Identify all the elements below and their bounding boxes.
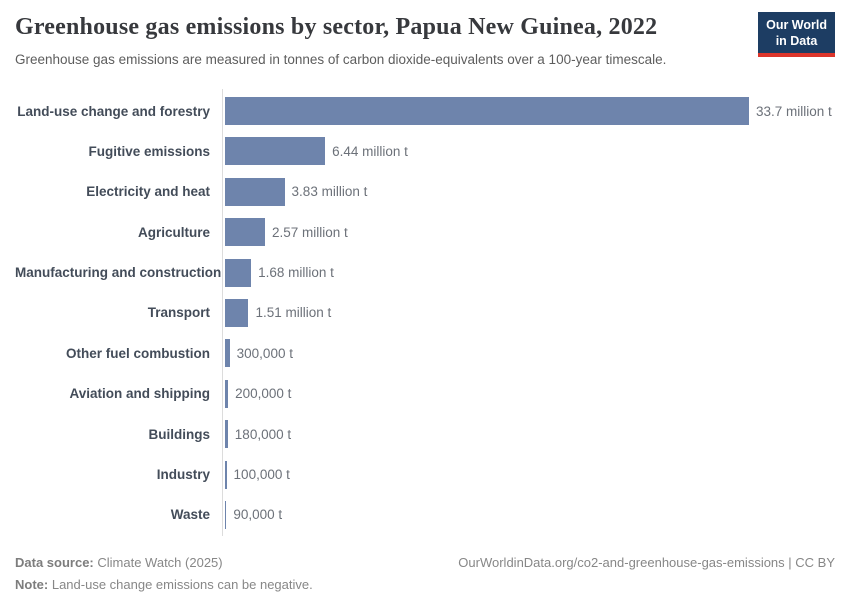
bar-area: 1.68 million t (216, 252, 835, 292)
bar[interactable] (225, 177, 285, 206)
chart-row: Land-use change and forestry 33.7 million… (15, 91, 835, 131)
bar[interactable] (225, 500, 227, 529)
data-source-value: Climate Watch (2025) (97, 555, 223, 571)
bar-area: 90,000 t (216, 495, 835, 535)
data-source-line: Data source: Climate Watch (2025) (15, 552, 313, 574)
note-label: Note: (15, 576, 49, 592)
chart-row: Buildings 180,000 t (15, 414, 835, 454)
value-label: 200,000 t (235, 386, 292, 402)
category-label: Industry (156, 467, 210, 483)
chart-rows: Land-use change and forestry 33.7 million… (15, 91, 835, 535)
chart-subtitle: Greenhouse gas emissions are measured in… (15, 51, 667, 67)
owid-logo[interactable]: Our World in Data (758, 12, 835, 58)
data-source-label: Data source: (15, 555, 94, 571)
chart-footer: Data source: Climate Watch (2025) Note: … (15, 552, 835, 596)
bar[interactable] (225, 97, 749, 125)
bar[interactable] (225, 339, 230, 368)
value-label: 1.51 million t (255, 305, 332, 321)
chart-row: Agriculture 2.57 million t (15, 212, 835, 252)
bar[interactable] (225, 379, 229, 408)
bar-area: 6.44 million t (216, 131, 835, 171)
bar-area: 200,000 t (216, 374, 835, 414)
chart-row: Other fuel combustion 300,000 t (15, 333, 835, 373)
note-line: Note: Land-use change emissions can be n… (15, 574, 313, 596)
owid-logo-line2: in Data (775, 33, 818, 48)
bar-area: 1.51 million t (216, 293, 835, 333)
note-text: Land-use change emissions can be negativ… (51, 576, 313, 592)
bar-area: 33.7 million t (216, 91, 835, 131)
bar[interactable] (225, 137, 326, 166)
bar-area: 100,000 t (216, 454, 835, 494)
bar[interactable] (225, 420, 228, 449)
category-label: Fugitive emissions (88, 143, 210, 159)
category-label: Waste (170, 507, 210, 523)
header-text: Greenhouse gas emissions by sector, Papu… (15, 14, 666, 69)
category-label: Manufacturing and construction (15, 265, 222, 281)
bar-area: 2.57 million t (216, 212, 835, 252)
bar-chart: Land-use change and forestry 33.7 million… (15, 88, 835, 537)
value-label: 3.83 million t (291, 184, 368, 200)
bar-area: 180,000 t (216, 414, 835, 454)
chart-title: Greenhouse gas emissions by sector, Papu… (15, 14, 658, 40)
value-label: 33.7 million t (756, 103, 832, 119)
chart-row: Waste 90,000 t (15, 495, 835, 535)
chart-row: Aviation and shipping 200,000 t (15, 374, 835, 414)
value-label: 6.44 million t (332, 143, 408, 159)
category-label: Electricity and heat (86, 184, 210, 200)
value-label: 300,000 t (236, 345, 293, 361)
bar[interactable] (225, 298, 249, 327)
chart-row: Electricity and heat 3.83 million t (15, 172, 835, 212)
category-label: Other fuel combustion (65, 345, 210, 361)
bar[interactable] (225, 258, 252, 287)
chart-header: Greenhouse gas emissions by sector, Papu… (15, 12, 835, 69)
chart-row: Manufacturing and construction 1.68 milli… (15, 252, 835, 292)
category-label: Aviation and shipping (69, 386, 211, 402)
value-label: 2.57 million t (271, 224, 348, 240)
value-label: 1.68 million t (258, 265, 334, 281)
chart-row: Industry 100,000 t (15, 454, 835, 494)
category-label: Transport (147, 305, 210, 321)
category-label: Buildings (148, 426, 211, 442)
bar-area: 300,000 t (216, 333, 835, 373)
chart-row: Fugitive emissions 6.44 million t (15, 131, 835, 171)
bar[interactable] (225, 218, 265, 247)
category-label: Agriculture (137, 224, 210, 240)
value-label: 180,000 t (234, 426, 292, 442)
y-axis-line (222, 88, 223, 537)
owid-logo-line1: Our World (766, 18, 827, 32)
bar[interactable] (225, 460, 227, 489)
chart-row: Transport 1.51 million t (15, 293, 835, 333)
value-label: 90,000 t (233, 507, 283, 523)
category-label: Land-use change and forestry (17, 103, 210, 119)
footer-left: Data source: Climate Watch (2025) Note: … (15, 552, 313, 596)
value-label: 100,000 t (233, 467, 290, 483)
canonical-url-link[interactable]: OurWorldinData.org/co2-and-greenhouse-ga… (458, 555, 835, 571)
bar-area: 3.83 million t (216, 172, 835, 212)
